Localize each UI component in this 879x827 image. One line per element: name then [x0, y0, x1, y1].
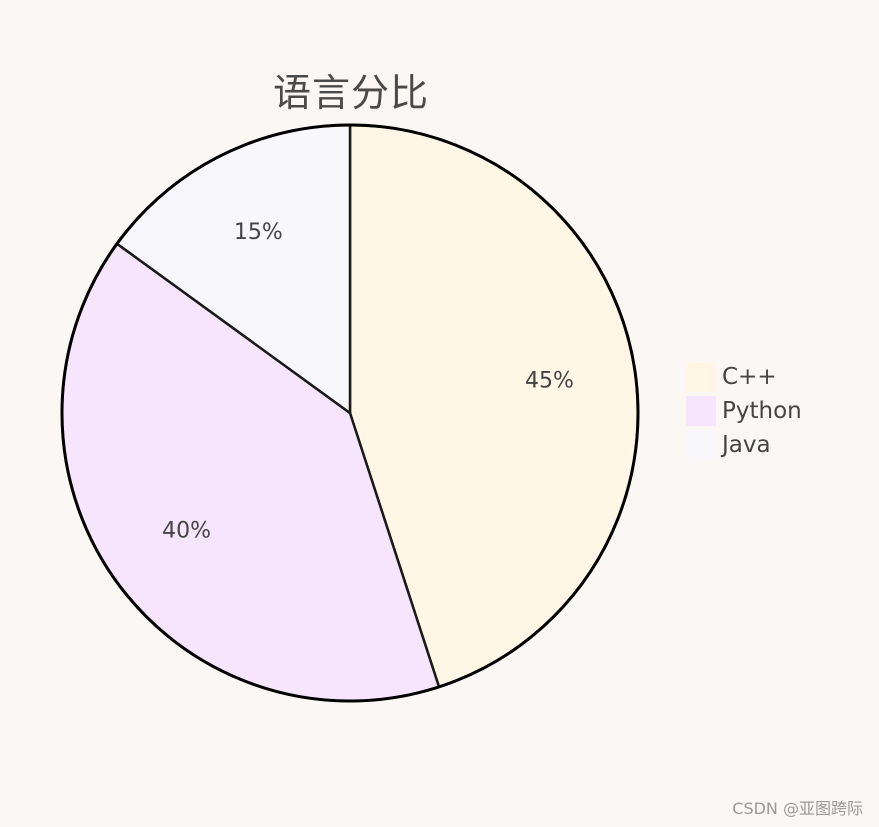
legend-item-cpp: C++: [686, 360, 802, 394]
pie-slice-label-python: 40%: [162, 519, 211, 544]
legend-swatch-java: [686, 430, 716, 460]
legend-swatch-cpp: [686, 362, 716, 392]
pie-slice-label-java: 15%: [234, 220, 283, 245]
legend-label-python: Python: [722, 398, 802, 424]
legend-label-cpp: C++: [722, 364, 777, 390]
legend-item-python: Python: [686, 394, 802, 428]
legend-label-java: Java: [722, 432, 771, 458]
chart-title: 语言分比: [272, 71, 429, 115]
legend-swatch-python: [686, 396, 716, 426]
pie-slice-label-cpp: 45%: [525, 368, 574, 393]
chart-legend: C++ Python Java: [686, 360, 802, 462]
legend-item-java: Java: [686, 428, 802, 462]
watermark: CSDN @亚图跨际: [732, 799, 863, 818]
